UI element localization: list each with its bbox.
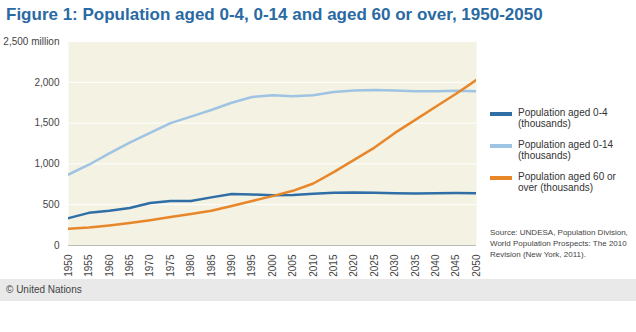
svg-text:2000: 2000 <box>267 254 278 277</box>
svg-text:2040: 2040 <box>430 254 441 277</box>
svg-text:2030: 2030 <box>389 254 400 277</box>
html-text:Source: UNDESA, Population Div: Source: UNDESA, Population Division, Wor… <box>490 228 628 259</box>
svg-text:1995: 1995 <box>246 254 257 277</box>
svg-text:0: 0 <box>54 240 60 251</box>
html-text:Population aged 0-14 (thousand: Population aged 0-14 (thousands) <box>518 139 614 161</box>
svg-text:2025: 2025 <box>369 254 380 277</box>
svg-text:2045: 2045 <box>450 254 461 277</box>
svg-text:1965: 1965 <box>124 254 135 277</box>
svg-text:2020: 2020 <box>348 254 359 277</box>
svg-text:1,500: 1,500 <box>34 117 59 128</box>
svg-text:2035: 2035 <box>410 254 421 277</box>
html-text:© United Nations: © United Nations <box>6 284 82 295</box>
svg-text:1975: 1975 <box>165 254 176 277</box>
svg-text:2,000: 2,000 <box>34 77 59 88</box>
svg-text:2,500 million: 2,500 million <box>3 36 59 47</box>
svg-text:1980: 1980 <box>185 254 196 277</box>
svg-text:2010: 2010 <box>308 254 319 277</box>
svg-text:1,000: 1,000 <box>34 158 59 169</box>
svg-text:2005: 2005 <box>287 254 298 277</box>
svg-text:500: 500 <box>43 199 60 210</box>
svg-text:2015: 2015 <box>328 254 339 277</box>
html-text:Population aged 60 or over (th: Population aged 60 or over (thousands) <box>518 171 616 193</box>
svg-text:1985: 1985 <box>206 254 217 277</box>
svg-text:2050: 2050 <box>471 254 482 277</box>
svg-text:1960: 1960 <box>104 254 115 277</box>
svg-text:1970: 1970 <box>144 254 155 277</box>
html-text:Figure 1: Population aged 0-4,: Figure 1: Population aged 0-4, 0-14 and … <box>6 5 543 24</box>
svg-text:1955: 1955 <box>83 254 94 277</box>
svg-text:1950: 1950 <box>63 254 74 277</box>
svg-text:1990: 1990 <box>226 254 237 277</box>
html-text:Population aged 0-4 (thousands: Population aged 0-4 (thousands) <box>518 107 608 129</box>
